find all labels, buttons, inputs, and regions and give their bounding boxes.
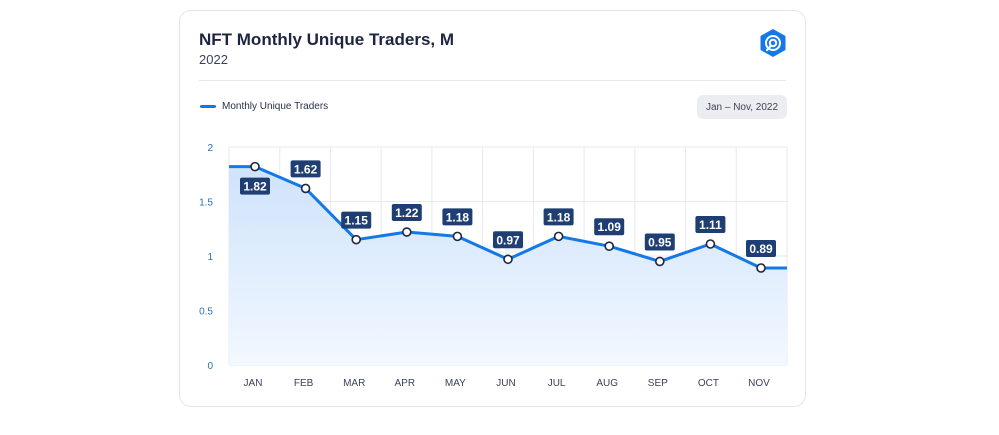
dappradar-logo-icon	[760, 29, 786, 57]
data-label-box	[594, 218, 625, 236]
x-tick-label: JUL	[548, 378, 566, 389]
data-label: 1.18	[446, 210, 470, 224]
data-label-box	[746, 239, 776, 257]
x-tick-label: AUG	[596, 378, 618, 389]
data-label-box	[391, 204, 422, 222]
data-point	[250, 161, 260, 172]
x-tick-label: FEB	[294, 378, 314, 389]
data-label: 1.18	[547, 210, 571, 224]
x-tick-label: JAN	[244, 378, 263, 389]
legend-label: Monthly Unique Traders	[222, 101, 329, 112]
data-point	[553, 231, 564, 242]
data-label: 0.89	[749, 242, 773, 256]
x-tick-label: APR	[395, 378, 416, 389]
y-tick-label: 0.5	[199, 307, 213, 318]
data-label: 1.15	[345, 214, 369, 228]
data-point	[705, 239, 716, 249]
data-point	[401, 227, 412, 237]
data-label-box	[341, 211, 372, 229]
data-point	[300, 183, 311, 194]
data-label-box	[493, 231, 523, 249]
data-label-box	[290, 160, 321, 178]
data-label-box	[644, 233, 675, 251]
data-label: 1.62	[294, 162, 318, 176]
data-label: 1.11	[699, 218, 722, 232]
data-label-box	[442, 208, 473, 226]
data-label-box	[240, 177, 270, 195]
data-point	[604, 241, 615, 251]
y-tick-label: 1	[207, 252, 213, 263]
y-tick-label: 1.5	[199, 198, 213, 209]
x-tick-label: OCT	[698, 378, 719, 389]
data-label-box	[695, 216, 726, 234]
data-point	[654, 256, 665, 267]
data-label: 1.09	[598, 220, 622, 234]
legend: Monthly Unique Traders	[200, 101, 328, 112]
series-area	[229, 166, 787, 365]
data-label: 0.95	[648, 235, 672, 249]
x-tick-label: SEP	[648, 378, 668, 389]
x-tick-label: NOV	[748, 378, 770, 389]
data-label-box	[543, 208, 574, 226]
y-tick-label: 2	[207, 143, 213, 154]
x-tick-label: MAR	[343, 378, 365, 389]
data-point	[452, 231, 463, 242]
data-point	[351, 234, 362, 245]
header-divider	[199, 80, 786, 81]
legend-swatch	[200, 105, 216, 108]
y-tick-label: 0	[207, 361, 213, 372]
data-point	[756, 263, 766, 273]
x-tick-label: JUN	[496, 378, 515, 389]
data-label: 1.82	[243, 180, 267, 194]
data-label: 0.97	[496, 233, 520, 247]
x-tick-label: MAY	[445, 378, 466, 389]
data-point	[503, 254, 513, 265]
chart-subtitle: 2022	[199, 52, 228, 67]
data-label: 1.22	[395, 206, 419, 220]
chart-title: NFT Monthly Unique Traders, M	[199, 30, 455, 49]
date-range-badge[interactable]: Jan – Nov, 2022	[697, 95, 787, 119]
